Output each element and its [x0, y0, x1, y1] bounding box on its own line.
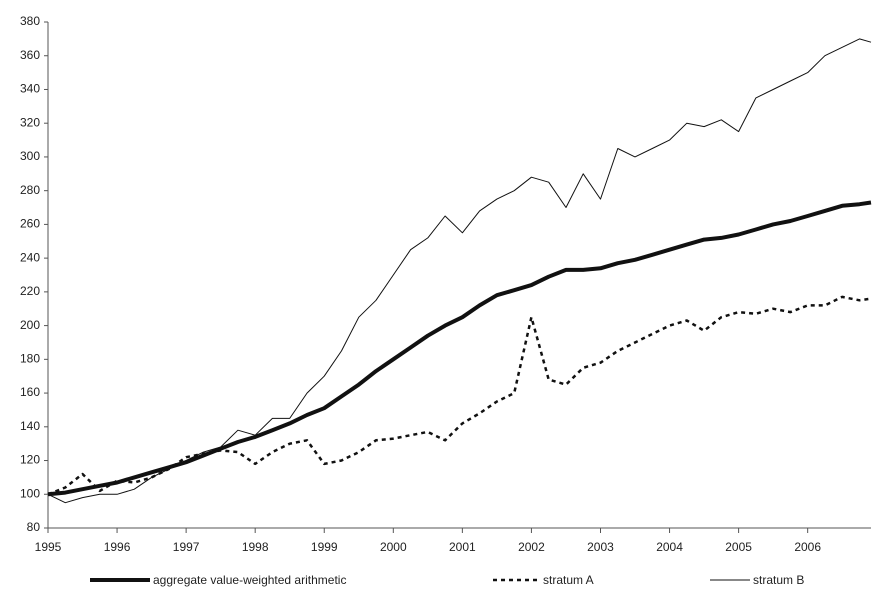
y-tick-label: 380: [20, 14, 40, 28]
x-tick-label: 2003: [587, 540, 614, 554]
x-tick-label: 2001: [449, 540, 476, 554]
y-tick-label: 260: [20, 217, 40, 231]
x-tick-label: 1998: [242, 540, 269, 554]
y-tick-label: 320: [20, 115, 40, 129]
x-tick-label: 2004: [656, 540, 683, 554]
y-tick-label: 180: [20, 352, 40, 366]
x-tick-label: 2005: [725, 540, 752, 554]
legend-label: stratum B: [753, 573, 804, 587]
y-tick-label: 220: [20, 284, 40, 298]
y-tick-label: 300: [20, 149, 40, 163]
x-tick-label: 2002: [518, 540, 545, 554]
legend-label: stratum A: [543, 573, 594, 587]
y-tick-label: 280: [20, 183, 40, 197]
x-tick-label: 1996: [104, 540, 131, 554]
x-tick-label: 1997: [173, 540, 200, 554]
x-tick-label: 1999: [311, 540, 338, 554]
x-tick-label: 2000: [380, 540, 407, 554]
legend-label: aggregate value-weighted arithmetic: [153, 573, 346, 587]
y-tick-label: 160: [20, 385, 40, 399]
x-tick-label: 2006: [794, 540, 821, 554]
series-line: [47, 295, 872, 496]
x-tick-label: 1995: [35, 540, 62, 554]
y-tick-label: 360: [20, 48, 40, 62]
y-tick-label: 120: [20, 453, 40, 467]
y-tick-label: 100: [20, 486, 40, 500]
y-tick-label: 80: [27, 520, 41, 534]
y-tick-label: 200: [20, 318, 40, 332]
y-tick-label: 140: [20, 419, 40, 433]
y-tick-label: 240: [20, 250, 40, 264]
series-line: [47, 200, 872, 497]
y-tick-label: 340: [20, 82, 40, 96]
series-line: [47, 38, 872, 504]
